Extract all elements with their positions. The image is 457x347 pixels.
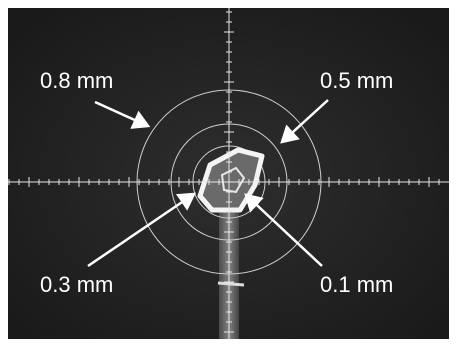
annotation-label: 0.5 mm: [320, 68, 393, 93]
annotation-label: 0.1 mm: [320, 272, 393, 297]
annotation-label: 0.3 mm: [40, 272, 113, 297]
pin-mark: [218, 283, 244, 285]
annotation-label: 0.8 mm: [40, 68, 113, 93]
microscope-view: 0.8 mm 0.5 mm 0.3 mm 0.1 mm: [0, 0, 457, 347]
